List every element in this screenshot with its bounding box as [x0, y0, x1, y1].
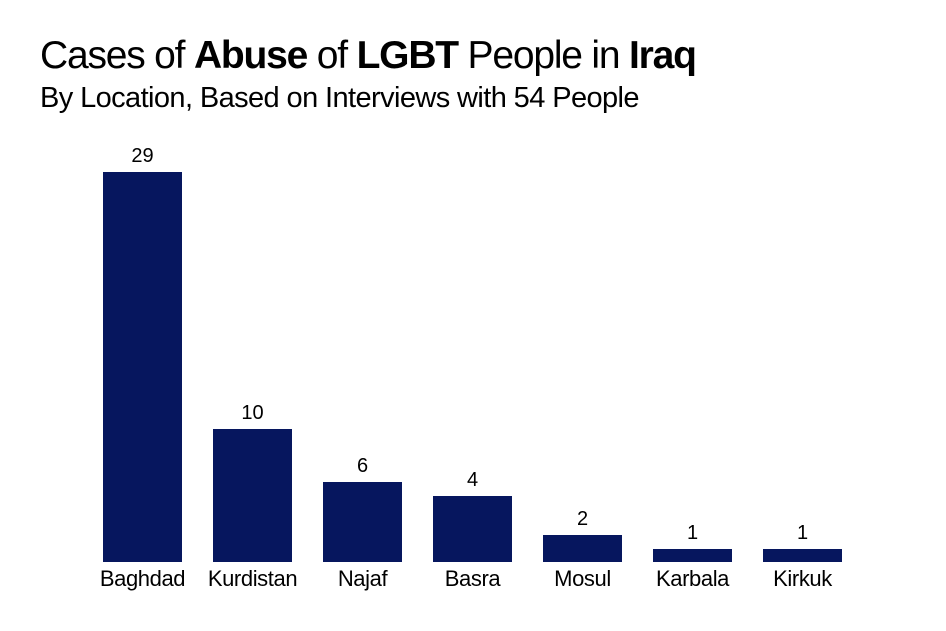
title-segment: LGBT: [356, 34, 460, 77]
bar-value-label: 29: [131, 145, 154, 167]
bar-value-label: 1: [796, 522, 809, 544]
title-segment: Iraq: [629, 34, 697, 77]
bar-value-label: 10: [241, 402, 264, 424]
bar-karbala: [653, 549, 732, 562]
bar-kurdistan: [213, 429, 292, 562]
bar-category-label: Kirkuk: [773, 566, 832, 591]
title-segment: People in: [457, 34, 630, 77]
bar-kirkuk: [763, 549, 842, 562]
bar-value-label: 6: [356, 455, 369, 477]
title-segment: Cases of: [40, 34, 194, 77]
bar-basra: [433, 496, 512, 562]
bar-value-label: 4: [466, 469, 479, 491]
bar-category-label: Najaf: [337, 566, 388, 591]
chart-title: Cases of Abuse of LGBT People in Iraq: [40, 34, 697, 78]
bar-category-label: Baghdad: [99, 566, 186, 591]
bar-value-label: 2: [576, 508, 589, 530]
bar-category-label: Karbala: [655, 566, 730, 591]
bar-category-label: Basra: [444, 566, 501, 591]
bar-najaf: [323, 482, 402, 562]
title-segment: of: [307, 34, 357, 77]
chart-subtitle: By Location, Based on Interviews with 54…: [40, 82, 640, 114]
title-segment: Abuse: [193, 34, 308, 77]
bar-mosul: [543, 535, 622, 562]
bar-category-label: Mosul: [554, 566, 611, 591]
bar-value-label: 1: [686, 522, 699, 544]
bar-baghdad: [103, 172, 182, 562]
bar-category-label: Kurdistan: [207, 566, 298, 591]
